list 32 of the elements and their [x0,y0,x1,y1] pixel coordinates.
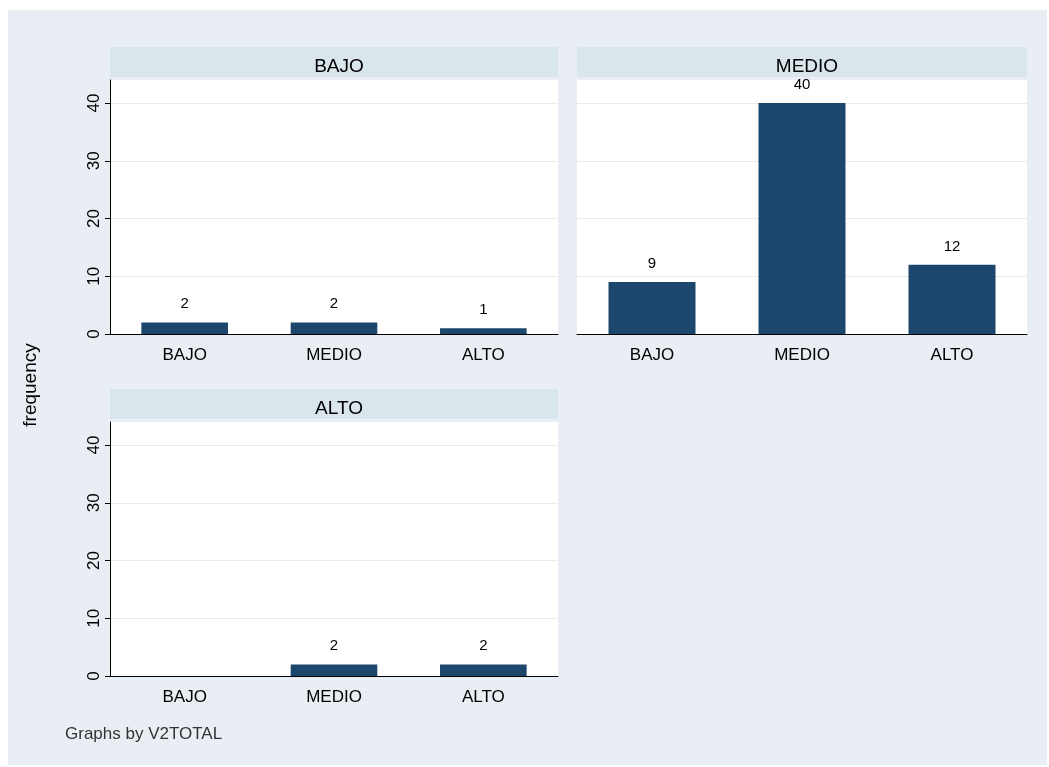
data-label: 2 [329,294,339,312]
x-tick-label: BAJO [162,687,207,706]
data-label: 9 [647,254,657,272]
y-tick-label: 0 [84,329,103,339]
y-tick-label: 30 [84,151,103,171]
x-tick-label: MEDIO [774,345,830,364]
data-label: 40 [793,75,811,93]
y-tick-label: 40 [84,435,103,455]
y-tick-label: 30 [84,493,103,513]
x-tick-label: ALTO [461,687,505,706]
chart-title: BAJO [314,55,364,76]
y-tick-label: 20 [84,551,103,571]
y-tick-label: 20 [84,209,103,229]
y-tick-label: 0 [84,671,103,681]
y-axis-title: frequency [19,343,41,427]
data-label: 2 [479,636,488,654]
y-tick-label: 10 [84,608,103,628]
x-tick-label: MEDIO [306,687,362,706]
text: Graphs by V2TOTAL [65,724,223,743]
data-label: 2 [329,636,339,654]
data-label: 1 [479,300,488,318]
x-tick-label: BAJO [162,345,207,364]
chart-title: ALTO [315,397,363,418]
x-tick-label: BAJO [629,345,675,364]
y-tick-label: 40 [84,93,103,113]
data-label: 12 [943,236,961,254]
y-tick-label: 10 [84,266,103,286]
data-label: 2 [180,294,189,312]
x-tick-label: ALTO [461,345,505,364]
chart-title: MEDIO [775,55,839,76]
x-tick-label: MEDIO [306,345,362,364]
x-tick-label: ALTO [930,345,974,364]
